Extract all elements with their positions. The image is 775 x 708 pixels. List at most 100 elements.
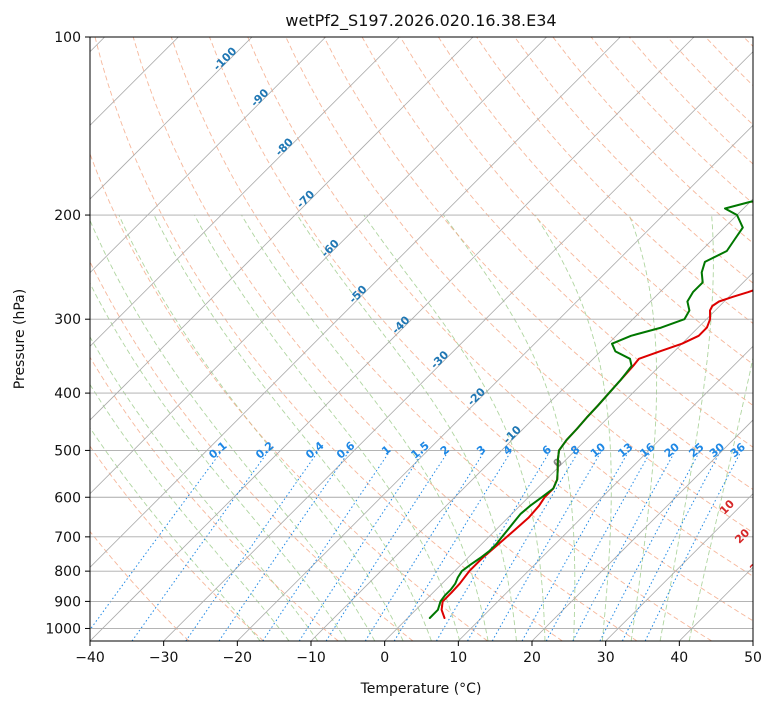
- isotherm-label: -100: [211, 44, 240, 73]
- isotherm-label: -70: [294, 188, 317, 211]
- temperature-series-line: [440, 289, 753, 619]
- isotherm-line: [531, 419, 753, 641]
- isotherm-label: -90: [248, 86, 271, 109]
- y-tick-label: 600: [54, 490, 81, 506]
- dry-adiabat-line: [90, 530, 190, 641]
- chart-title: wetPf2_S197.2026.020.16.38.E34: [285, 11, 556, 31]
- x-tick-label: 40: [670, 650, 688, 666]
- mixing-ratio-line: [644, 450, 742, 641]
- moist-adiabat-line: [628, 214, 658, 641]
- isotherm-label: -20: [465, 385, 488, 408]
- dry-adiabat-line: [590, 37, 753, 205]
- moist-adiabat-line: [90, 282, 347, 641]
- mixing-ratio-label: 30: [707, 440, 727, 460]
- moist-adiabat-line: [659, 214, 714, 641]
- isotherm-line: [458, 345, 753, 641]
- isotherm-line: [90, 37, 474, 421]
- mixing-ratio-line: [185, 450, 320, 641]
- isotherm-line: [752, 640, 753, 641]
- isotherm-line: [90, 37, 326, 274]
- mixing-ratio-line: [262, 450, 391, 641]
- moist-adiabat-line: [534, 214, 612, 641]
- moist-adiabat-line: [153, 214, 432, 641]
- y-tick-label: 900: [54, 594, 81, 610]
- moist-adiabat-line: [363, 214, 546, 641]
- dry-adiabat-line: [323, 37, 753, 491]
- mixing-ratio-line: [545, 450, 652, 641]
- x-tick-label: 50: [744, 650, 762, 666]
- dry-adiabat-line: [90, 260, 414, 641]
- x-tick-label: −40: [75, 650, 105, 666]
- mixing-ratio-label: 10: [588, 440, 608, 460]
- isotherm-label: -40: [389, 313, 412, 336]
- isotherm-line: [384, 272, 753, 641]
- isotherm-line: [90, 37, 400, 347]
- moist-adiabat-line: [90, 427, 261, 641]
- dry-adiabat-line: [94, 37, 563, 641]
- mixing-ratio-line: [572, 450, 676, 641]
- mixing-ratio-lines: [90, 450, 742, 641]
- mixing-ratio-line: [325, 450, 450, 641]
- dry-adiabat-line: [170, 37, 712, 641]
- y-tick-label: 500: [54, 443, 81, 459]
- y-tick-label: 1000: [45, 622, 81, 638]
- isotherm-label: -30: [428, 348, 451, 371]
- mixing-ratio-line: [218, 450, 351, 641]
- moist-adiabat-line: [90, 336, 319, 641]
- y-tick-label: 100: [54, 30, 81, 46]
- mixing-ratio-line: [521, 450, 630, 641]
- mixing-ratio-label: 0.6: [334, 439, 358, 462]
- x-axis-ticks: −40 −30 −20 −10 0 10 20 30 40 50: [75, 641, 762, 666]
- mixing-ratio-label: 0.4: [303, 439, 327, 462]
- dry-adiabat-line: [514, 37, 753, 284]
- isotherm-label: -80: [273, 135, 296, 158]
- mixing-ratio-line: [90, 450, 223, 631]
- isotherm-lines: [90, 37, 753, 641]
- moist-adiabat-line: [688, 355, 753, 641]
- x-tick-label: −10: [296, 650, 326, 666]
- sounding-series: [428, 200, 753, 619]
- dry-adiabat-line: [247, 37, 753, 577]
- dry-adiabat-label: 20: [732, 526, 752, 546]
- dry-adiabat-line: [667, 37, 753, 126]
- isotherm-line: [90, 37, 621, 568]
- isotherm-line: [90, 37, 547, 495]
- isotherm-label: -50: [346, 283, 369, 306]
- plot-area: 0.1 0.2 0.4 0.6 1 1.5 2 3 4 6 8 10 13 16 20 25 30 36-100-…: [90, 37, 753, 641]
- isotherm-line: [90, 37, 253, 200]
- moist-adiabats: [90, 214, 753, 641]
- dry-adiabat-line: [399, 37, 753, 406]
- isotherm-line: [163, 51, 753, 641]
- dry-adiabat-line: [132, 37, 638, 641]
- moist-adiabat-line: [241, 214, 489, 641]
- dry-adiabat-line: [743, 37, 753, 48]
- mixing-ratio-label: 25: [687, 440, 707, 460]
- isotherm-line: [310, 198, 753, 641]
- mixing-ratio-label: 1.5: [409, 439, 432, 461]
- dry-adiabat-line: [90, 445, 264, 641]
- mixing-ratio-label: 3: [474, 443, 488, 458]
- dry-adiabat-line: [90, 152, 488, 641]
- dry-adiabat-line: [209, 37, 753, 622]
- x-axis-label: Temperature (°C): [360, 681, 482, 697]
- isotherm-label: -60: [319, 237, 342, 260]
- y-axis-label: Pressure (hPa): [12, 289, 28, 389]
- x-tick-label: 30: [597, 650, 615, 666]
- y-tick-label: 300: [54, 312, 81, 328]
- mixing-ratio-label: 1: [379, 443, 393, 458]
- dry-adiabat-line: [705, 37, 753, 87]
- mixing-ratio-line: [599, 450, 701, 641]
- y-tick-label: 800: [54, 564, 81, 580]
- dry-adiabat-line: [90, 356, 339, 641]
- dry-adiabat-label: 10: [717, 497, 737, 517]
- mixing-ratio-label: 0.1: [206, 439, 229, 461]
- dry-adiabat-line: [361, 37, 753, 448]
- isotherm-line: [605, 493, 753, 641]
- isobar-gridlines: [90, 37, 753, 629]
- y-tick-label: 400: [54, 386, 81, 402]
- y-axis-ticks: 1000 900 800 700 600 500 400 300 200 100: [45, 30, 90, 638]
- moist-adiabat-line: [90, 219, 376, 641]
- x-tick-label: 0: [380, 650, 389, 666]
- mixing-ratio-line: [131, 450, 270, 641]
